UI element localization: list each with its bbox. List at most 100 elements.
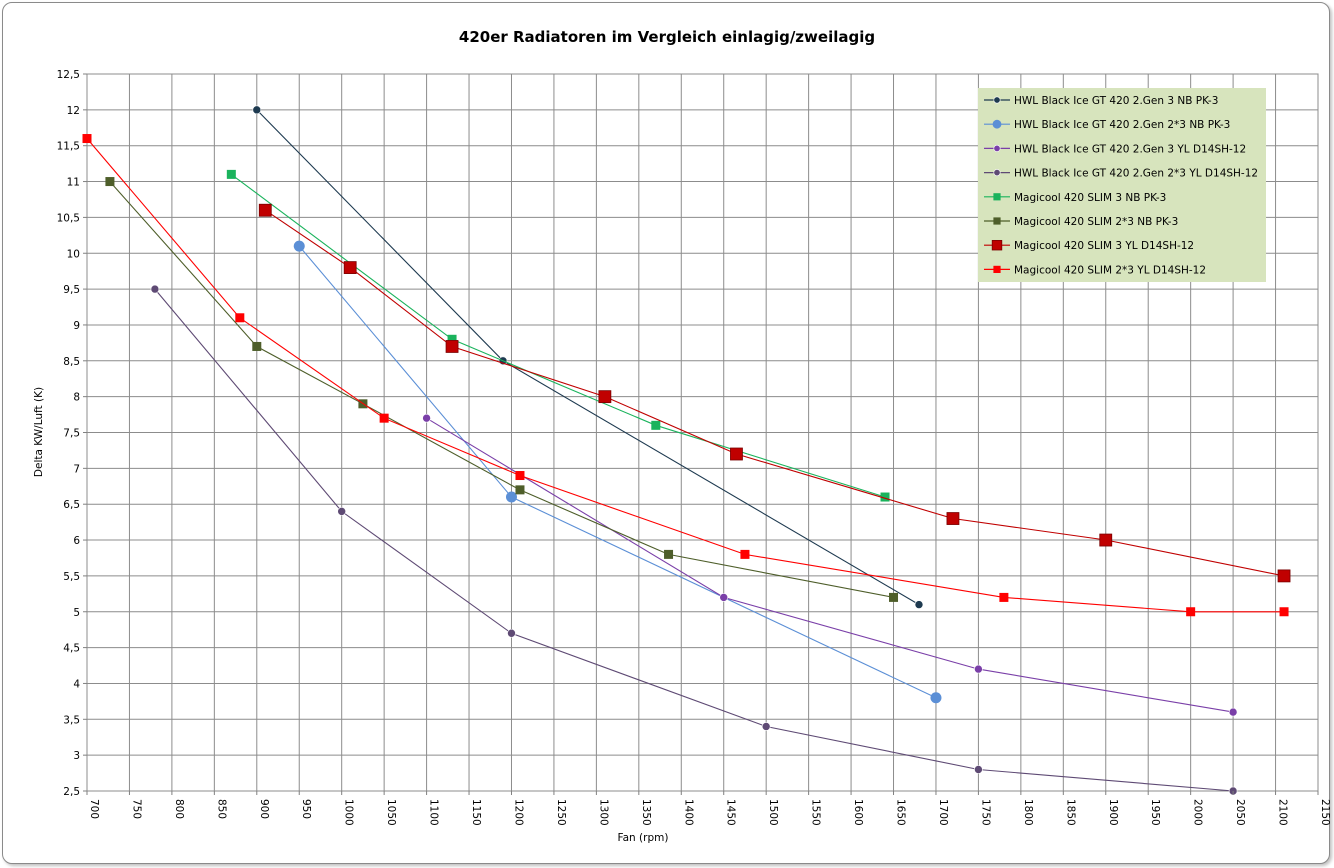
- series-8: [82, 134, 1289, 617]
- data-point: [447, 334, 457, 344]
- x-tick-label: 1400: [682, 799, 694, 826]
- data-point: [914, 600, 924, 609]
- data-point: [999, 592, 1009, 602]
- data-point: [993, 169, 1001, 177]
- data-point: [991, 239, 1003, 251]
- x-tick-label: 1750: [979, 799, 991, 826]
- data-point: [507, 628, 516, 638]
- x-tick-label: 900: [258, 799, 270, 819]
- series-line: [264, 209, 1285, 577]
- x-tick-label: 1650: [895, 799, 907, 826]
- data-point: [235, 313, 245, 323]
- y-tick-label: 7,5: [63, 428, 80, 440]
- y-tick-label: 8: [73, 392, 80, 404]
- legend-label: Magicool 420 SLIM 2*3 YL D14SH-12: [1014, 264, 1206, 276]
- x-tick-label: 1700: [937, 799, 949, 826]
- legend-entry: HWL Black Ice GT 420 2.Gen 3 YL D14SH-12: [984, 143, 1246, 155]
- x-tick-label: 2000: [1192, 799, 1204, 826]
- data-point: [598, 390, 612, 404]
- x-tick-label: 850: [215, 799, 227, 819]
- y-tick-label: 12,5: [57, 69, 80, 81]
- data-point: [993, 265, 1001, 273]
- y-axis-ticks: 2,5 3 3,5 4 4,5 5 5,5 6 6,5 7 7,5 8 8,5 9 9,5 10 10,5 11 1…: [57, 69, 87, 798]
- x-tick-label: 1050: [385, 799, 397, 826]
- series-line: [230, 173, 886, 498]
- y-tick-label: 10: [67, 248, 80, 260]
- x-tick-label: 1450: [725, 799, 737, 826]
- data-point: [930, 692, 942, 704]
- x-tick-label: 1550: [810, 799, 822, 826]
- legend-entry: HWL Black Ice GT 420 2.Gen 3 NB PK-3: [984, 95, 1218, 107]
- legend-label: HWL Black Ice GT 420 2.Gen 3 NB PK-3: [1014, 95, 1218, 107]
- data-point: [974, 765, 983, 774]
- data-point: [379, 413, 389, 423]
- x-tick-label: 2150: [1319, 799, 1331, 826]
- y-tick-label: 11: [67, 177, 80, 189]
- data-point: [992, 119, 1002, 129]
- legend-label: Magicool 420 SLIM 2*3 NB PK-3: [1014, 216, 1178, 228]
- data-point: [993, 193, 1001, 201]
- legend: HWL Black Ice GT 420 2.Gen 3 NB PK-3 HWL …: [978, 88, 1266, 282]
- data-point: [946, 512, 960, 525]
- y-tick-label: 4,5: [63, 643, 80, 655]
- x-tick-label: 1100: [428, 799, 440, 826]
- data-point: [730, 447, 743, 461]
- x-axis-title: Fan (rpm): [618, 832, 669, 844]
- x-tick-label: 1800: [1022, 799, 1034, 826]
- data-point: [226, 169, 236, 179]
- y-tick-label: 9: [73, 320, 80, 332]
- x-tick-label: 700: [88, 799, 100, 819]
- x-tick-label: 1250: [555, 799, 567, 826]
- y-tick-label: 2,5: [63, 786, 80, 798]
- y-tick-label: 3: [73, 750, 80, 762]
- legend-box: [978, 88, 1266, 282]
- legend-label: HWL Black Ice GT 420 2.Gen 3 YL D14SH-12: [1014, 143, 1246, 155]
- x-tick-label: 1850: [1064, 799, 1076, 826]
- x-tick-label: 2050: [1234, 799, 1246, 826]
- data-point: [1186, 607, 1196, 617]
- series-2: [293, 240, 942, 704]
- data-point: [993, 144, 1001, 152]
- data-point: [515, 485, 525, 495]
- y-tick-label: 6: [73, 535, 80, 547]
- data-point: [505, 491, 517, 503]
- y-tick-label: 5: [73, 607, 80, 619]
- data-point: [880, 492, 890, 502]
- series-4: [150, 284, 1238, 796]
- chart-title: 420er Radiatoren im Vergleich einlagig/z…: [458, 28, 876, 46]
- data-point: [343, 261, 357, 274]
- x-tick-label: 1500: [767, 799, 779, 826]
- data-point: [515, 471, 525, 481]
- x-tick-label: 1150: [470, 799, 482, 826]
- x-tick-label: 2100: [1277, 799, 1289, 826]
- data-point: [1099, 533, 1113, 547]
- y-tick-label: 4: [73, 678, 80, 690]
- y-tick-label: 7: [73, 463, 80, 475]
- data-point: [993, 217, 1001, 225]
- data-point: [1279, 607, 1289, 617]
- data-point: [740, 549, 750, 559]
- legend-entry: HWL Black Ice GT 420 2.Gen 2*3 NB PK-3: [984, 119, 1230, 131]
- data-point: [422, 413, 431, 423]
- data-point: [252, 105, 262, 115]
- y-tick-label: 11,5: [57, 141, 80, 153]
- legend-entry: Magicool 420 SLIM 2*3 NB PK-3: [984, 216, 1178, 228]
- y-tick-label: 9,5: [63, 284, 80, 296]
- data-point: [337, 507, 346, 516]
- series-line: [86, 138, 1284, 613]
- legend-entry: Magicool 420 SLIM 3 NB PK-3: [984, 192, 1166, 204]
- x-tick-label: 1600: [852, 799, 864, 826]
- data-point: [993, 96, 1001, 104]
- series-3: [422, 413, 1238, 717]
- y-tick-label: 10,5: [57, 212, 80, 224]
- y-tick-label: 3,5: [63, 714, 80, 726]
- x-tick-label: 1000: [343, 799, 355, 826]
- y-tick-label: 5,5: [63, 571, 80, 583]
- data-point: [664, 549, 674, 559]
- y-tick-label: 6,5: [63, 499, 80, 511]
- legend-label: HWL Black Ice GT 420 2.Gen 2*3 YL D14SH-…: [1014, 168, 1258, 180]
- data-point: [105, 177, 115, 187]
- legend-entry: Magicool 420 SLIM 3 YL D14SH-12: [984, 239, 1194, 252]
- legend-label: Magicool 420 SLIM 3 YL D14SH-12: [1014, 240, 1194, 252]
